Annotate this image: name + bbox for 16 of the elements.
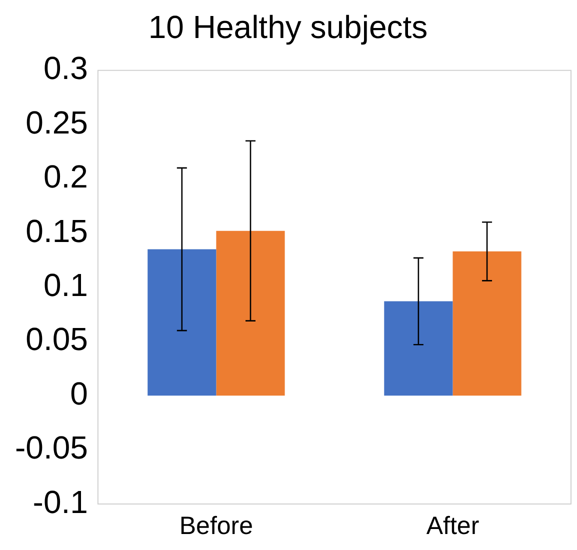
- bar: [148, 249, 216, 396]
- x-tick-label: Before: [179, 512, 254, 540]
- y-tick-label: 0.15: [26, 212, 88, 249]
- y-tick-label: -0.05: [15, 430, 88, 466]
- y-tick-label: 0.1: [43, 267, 88, 304]
- y-tick-label: -0.1: [32, 484, 88, 520]
- y-tick-label: 0: [70, 375, 88, 412]
- y-tick-label: 0.3: [43, 50, 88, 86]
- y-tick-label: 0.2: [43, 158, 88, 195]
- chart-title: 10 Healthy subjects: [148, 9, 428, 46]
- x-tick-label: After: [426, 512, 480, 540]
- bar: [384, 301, 453, 396]
- y-tick-label: 0.25: [26, 104, 88, 140]
- bar: [452, 251, 522, 396]
- y-tick-label: 0.05: [26, 321, 88, 358]
- bar: [216, 230, 285, 396]
